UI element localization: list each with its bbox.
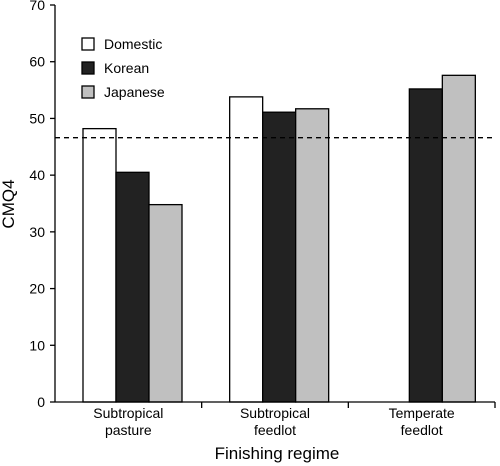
y-tick-label-50: 50 <box>29 110 45 126</box>
y-tick-label-10: 10 <box>29 337 45 353</box>
legend-swatch-japanese <box>81 85 95 99</box>
axes-group: 010203040506070SubtropicalpastureSubtrop… <box>29 0 496 438</box>
bar-korean-1 <box>115 171 150 403</box>
y-axis-title: CMQ4 <box>0 179 18 228</box>
legend-swatch-korean <box>81 61 95 75</box>
y-tick-label-60: 60 <box>29 54 45 70</box>
bar-korean-2 <box>262 111 297 403</box>
x-category-label-2-line-1: Subtropical <box>240 405 310 421</box>
x-category-label-1-line-2: pasture <box>105 422 152 438</box>
y-tick-label-30: 30 <box>29 224 45 240</box>
x-category-label-1-line-1: Subtropical <box>93 405 163 421</box>
y-tick-label-0: 0 <box>37 394 45 410</box>
bar-domestic-2 <box>229 96 264 403</box>
legend: Domestic Korean Japanese <box>81 36 165 100</box>
legend-label-korean: Korean <box>104 60 149 76</box>
bars-group <box>82 74 476 403</box>
y-tick-label-40: 40 <box>29 167 45 183</box>
bar-korean-3 <box>408 88 443 403</box>
legend-label-japanese: Japanese <box>104 84 165 100</box>
y-tick-label-70: 70 <box>29 0 45 13</box>
bar-japanese-2 <box>295 108 330 403</box>
legend-label-domestic: Domestic <box>104 36 162 52</box>
bar-domestic-1 <box>82 127 117 403</box>
y-tick-label-20: 20 <box>29 281 45 297</box>
x-category-label-2-line-2: feedlot <box>254 422 296 438</box>
bar-japanese-1 <box>148 203 183 403</box>
bar-japanese-3 <box>441 74 476 403</box>
x-category-label-3-line-1: Temperate <box>389 405 455 421</box>
x-axis-title: Finishing regime <box>215 444 340 463</box>
x-category-label-3-line-2: feedlot <box>401 422 443 438</box>
legend-swatch-domestic <box>81 37 95 51</box>
